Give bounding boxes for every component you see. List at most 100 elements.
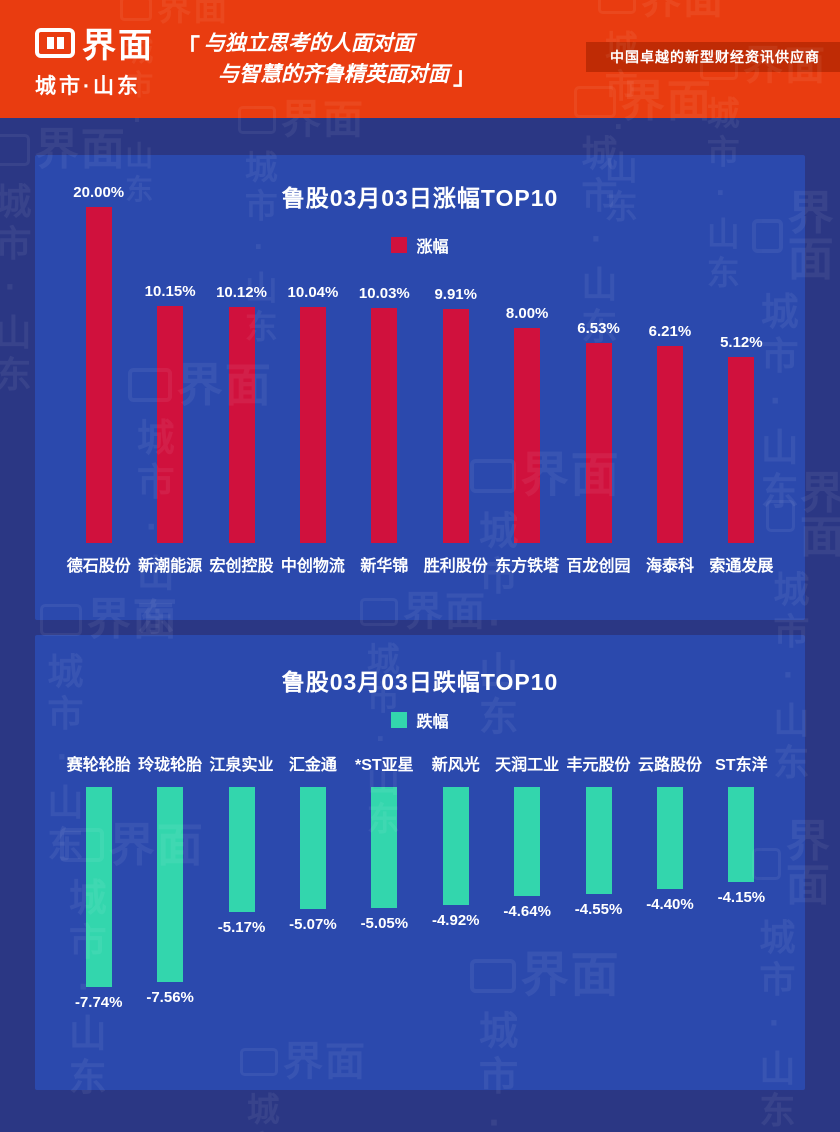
chart-column: 汇金通 -5.07%	[277, 747, 348, 1077]
category-label: *ST亚星	[354, 757, 414, 774]
slogan-line-1: 与独立思考的人面对面	[204, 31, 414, 55]
fall-bar	[157, 787, 184, 982]
category-label: 赛轮轮胎	[66, 757, 131, 774]
category-label: 百龙创园	[566, 558, 631, 575]
chart-column: 10.15% 新潮能源	[134, 155, 205, 585]
category-label: 索通发展	[709, 558, 774, 575]
rise-chart-area: 20.00% 德石股份 10.15% 新潮能源 10.12% 宏创控股 10.04% 中创物流…	[63, 155, 777, 585]
category-label: 新华锦	[360, 558, 409, 575]
bar-value-label: 6.53%	[577, 320, 620, 337]
category-label: 中创物流	[280, 558, 345, 575]
bar-value-label: 20.00%	[73, 184, 125, 201]
chart-column: 20.00% 德石股份	[63, 155, 134, 585]
chart-column: 5.12% 索通发展	[706, 155, 777, 585]
header-banner: 界面 城市·山东 「 与独立思考的人面对面 与智慧的齐鲁精英面对面 」 中国卓越…	[0, 0, 840, 118]
bar-value-label: -4.15%	[717, 889, 766, 906]
category-label: 汇金通	[288, 757, 337, 774]
bar-value-label: 9.91%	[434, 286, 477, 303]
category-label: 德石股份	[66, 558, 131, 575]
header-ribbon: 中国卓越的新型财经资讯供应商	[586, 42, 840, 72]
chart-column: 赛轮轮胎 -7.74%	[63, 747, 134, 1077]
chart-column: 10.03% 新华锦	[349, 155, 420, 585]
fall-bar	[85, 787, 112, 987]
category-label: 玲珑轮胎	[138, 757, 203, 774]
fall-bar	[299, 787, 326, 909]
chart-column: *ST亚星 -5.05%	[349, 747, 420, 1077]
bar-value-label: -4.92%	[431, 912, 480, 929]
rise-legend-swatch	[391, 237, 408, 253]
rise-bar	[728, 357, 755, 543]
jiemian-logo-icon	[35, 27, 75, 58]
chart-column: 天润工业 -4.64%	[491, 747, 562, 1077]
main-content: 20.00% 德石股份 10.15% 新潮能源 10.12% 宏创控股 10.04% 中创物流…	[0, 155, 840, 1090]
bar-value-label: 5.12%	[720, 334, 763, 351]
category-label: 云路股份	[637, 757, 702, 774]
logo-brand-text: 界面	[82, 27, 154, 65]
fall-bar	[585, 787, 612, 894]
rise-bar	[514, 328, 541, 543]
chart-column: 10.12% 宏创控股	[206, 155, 277, 585]
rise-bar	[157, 306, 184, 543]
slogan-line-2: 与智慧的齐鲁精英面对面	[218, 63, 449, 86]
category-label: 丰元股份	[566, 757, 631, 774]
category-label: 宏创控股	[209, 558, 274, 575]
fall-bar	[728, 787, 755, 882]
rise-chart-title: 鲁股03月03日涨幅TOP10	[281, 185, 559, 211]
bar-value-label: -4.40%	[646, 896, 694, 913]
chart-column: 丰元股份 -4.55%	[563, 747, 634, 1077]
jiemian-logo: 界面 城市·山东	[35, 18, 154, 100]
fall-bar	[514, 787, 541, 896]
header-slogan: 「 与独立思考的人面对面 与智慧的齐鲁精英面对面 」	[176, 28, 477, 91]
chart-column: 玲珑轮胎 -7.56%	[134, 747, 205, 1077]
fall-chart-card: 赛轮轮胎 -7.74% 玲珑轮胎 -7.56% 江泉实业 -5.17% 汇金通 -5.07% *…	[35, 635, 805, 1090]
fall-bar	[228, 787, 255, 912]
bar-value-label: 10.12%	[216, 284, 267, 301]
fall-bar	[371, 787, 398, 908]
chart-column: 新风光 -4.92%	[420, 747, 491, 1077]
rise-chart-card: 20.00% 德石股份 10.15% 新潮能源 10.12% 宏创控股 10.04% 中创物流…	[35, 155, 805, 620]
category-label: 江泉实业	[209, 757, 274, 774]
bar-value-label: 8.00%	[505, 305, 549, 322]
category-label: ST东洋	[715, 757, 768, 774]
category-label: 新潮能源	[138, 558, 203, 575]
fall-chart-title: 鲁股03月03日跌幅TOP10	[281, 669, 559, 695]
bar-value-label: 10.03%	[358, 285, 410, 302]
chart-column: ST东洋 -4.15%	[706, 747, 777, 1077]
fall-bar	[656, 787, 683, 889]
quote-open-bracket: 「	[176, 34, 200, 62]
chart-column: 云路股份 -4.40%	[634, 747, 705, 1077]
rise-bar	[299, 307, 326, 543]
chart-column: 6.53% 百龙创园	[563, 155, 634, 585]
bar-value-label: 6.21%	[648, 323, 692, 340]
bar-value-label: 10.15%	[144, 283, 196, 300]
rise-chart-legend: 涨幅	[35, 233, 805, 257]
rise-bar	[656, 346, 683, 543]
chart-column: 10.04% 中创物流	[277, 155, 348, 585]
fall-chart-area: 赛轮轮胎 -7.74% 玲珑轮胎 -7.56% 江泉实业 -5.17% 汇金通 -5.07% *…	[63, 747, 777, 1077]
rise-bar	[371, 308, 398, 543]
bar-value-label: -5.17%	[217, 919, 266, 936]
rise-bar	[85, 207, 112, 543]
fall-legend-swatch	[391, 712, 408, 728]
chart-column: 9.91% 胜利股份	[420, 155, 491, 585]
chart-column: 6.21% 海泰科	[634, 155, 705, 585]
bar-value-label: -4.55%	[574, 901, 623, 918]
category-label: 新风光	[431, 757, 480, 774]
bar-value-label: -5.05%	[360, 915, 409, 932]
rise-bar	[228, 307, 255, 543]
fall-bar	[442, 787, 469, 905]
category-label: 海泰科	[645, 558, 694, 575]
logo-sub-text: 城市·山东	[35, 75, 141, 98]
rise-bar	[585, 343, 612, 543]
chart-column: 8.00% 东方铁塔	[491, 155, 562, 585]
rise-bar	[442, 309, 469, 543]
rise-legend-label: 涨幅	[416, 239, 449, 256]
category-label: 胜利股份	[423, 558, 488, 575]
fall-chart-legend: 跌幅	[35, 708, 805, 732]
bar-value-label: -7.56%	[146, 989, 194, 1006]
bar-value-label: -5.07%	[289, 916, 337, 933]
fall-legend-label: 跌幅	[416, 714, 449, 731]
chart-column: 江泉实业 -5.17%	[206, 747, 277, 1077]
bar-value-label: 10.04%	[287, 284, 339, 301]
bar-value-label: -7.74%	[74, 994, 123, 1011]
